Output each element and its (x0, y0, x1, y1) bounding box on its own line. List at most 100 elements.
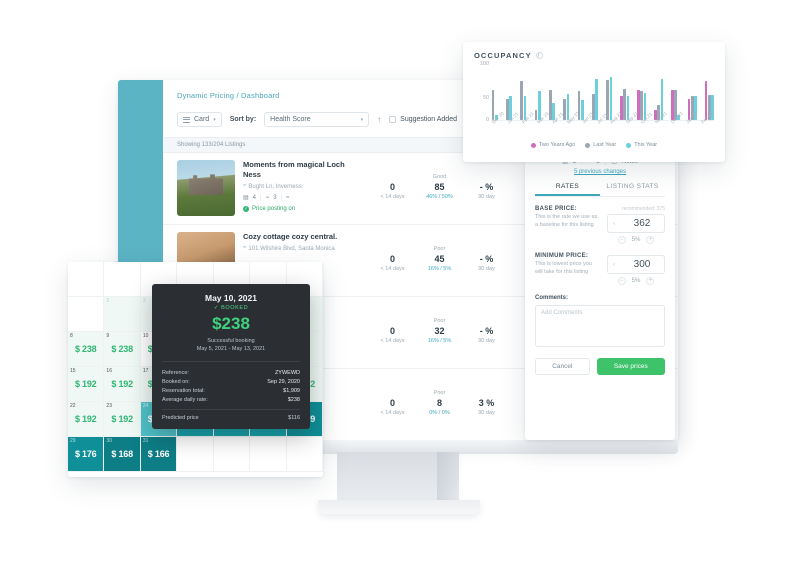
calendar-day-cell[interactable]: 23 $ 192 (104, 402, 141, 437)
hitmin-value: - % (479, 254, 494, 264)
chevron-down-icon: ▾ (213, 116, 216, 123)
calendar-day-cell[interactable]: 30 $ 168 (104, 437, 141, 472)
bookings-sub: < 14 days (380, 338, 405, 344)
calendar-day-cell[interactable] (68, 262, 105, 297)
listing-thumbnail[interactable] (177, 160, 235, 216)
cancel-button[interactable]: Cancel (535, 358, 590, 375)
chart-bar (708, 94, 711, 120)
calendar-day-cell[interactable]: 29 $ 176 (68, 437, 105, 472)
chart-bar-group (520, 65, 527, 120)
base-price-input[interactable]: ‹ 362 (607, 214, 665, 233)
minus-icon[interactable]: − (617, 236, 626, 244)
minimum-price-input[interactable]: ‹ 300 (607, 255, 665, 274)
calendar-day-cell[interactable]: 9 $ 238 (104, 332, 141, 367)
chart-bar (694, 96, 697, 120)
tab-rates[interactable]: RATES (535, 183, 600, 196)
base-price-recommendation: recommended: 375 (621, 206, 665, 212)
check-circle-icon: ✓ (243, 206, 249, 213)
view-mode-select[interactable]: Card ▾ (177, 112, 222, 127)
comments-label: Comments: (535, 295, 569, 301)
save-prices-button[interactable]: Save prices (596, 358, 665, 375)
hitmin-sub: 90 day (478, 194, 495, 200)
calendar-day-price: $ 192 (111, 379, 133, 389)
calendar-day-cell[interactable]: 31 $ 166 (140, 437, 178, 472)
tooltip-details: Reference: ZYWEWD Booked on: Sep 29, 2020 Re… (162, 361, 300, 404)
previous-changes-link[interactable]: 5 previous changes (573, 169, 627, 175)
bookings-value: 0 (389, 326, 395, 336)
plus-icon[interactable]: + (646, 277, 655, 285)
calendar-day-cell[interactable]: 16 $ 192 (104, 367, 141, 402)
chevron-left-icon[interactable]: ‹ (613, 220, 615, 227)
sort-direction-icon[interactable]: ↑ (377, 115, 382, 124)
chart-bar (609, 76, 613, 120)
breadcrumb[interactable]: Dynamic Pricing / Dashboard (177, 91, 280, 100)
calendar-day-number: 31 (142, 438, 149, 444)
sort-by-label: Sort by: (229, 116, 257, 123)
stat-bookings: 0 < 14 days (378, 390, 408, 416)
bookings-value: 0 (389, 398, 395, 408)
listing-title[interactable]: Cozy cottage cozy central. (243, 232, 338, 241)
calendar-day-cell[interactable] (213, 437, 251, 472)
chart-bar (640, 91, 643, 120)
health-sub: 46% / 50% (426, 194, 453, 200)
calendar-day-cell[interactable] (286, 437, 323, 472)
plus-icon[interactable]: + (646, 236, 655, 244)
tab-listing-stats[interactable]: LISTING STATS (606, 183, 659, 190)
legend-label: Two Years Ago (538, 142, 576, 148)
chart-bar (592, 93, 595, 120)
health-sub: 16% / 5% (427, 266, 452, 272)
chart-bar-group (620, 65, 630, 120)
calendar-day-price: $ 166 (147, 449, 170, 459)
bed-icon: ▤ (562, 159, 568, 165)
chart-bar (549, 89, 552, 120)
tooltip-detail-value: $238 (287, 396, 300, 403)
chart-title-row: OCCUPANCY i (474, 51, 714, 60)
chart-bar-group (704, 65, 714, 120)
tooltip-detail-row: Reservation total: $1,909 (162, 386, 300, 395)
calendar-day-cell[interactable]: 2 (104, 297, 141, 332)
tooltip-date: May 10, 2021 (205, 293, 257, 303)
chart-bar (623, 88, 626, 120)
calendar-day-cell[interactable]: 15 $ 192 (68, 367, 105, 402)
base-price-text: BASE PRICE: This is the rate we use as a… (535, 206, 601, 244)
hitmin-value: - % (479, 182, 494, 192)
suggestion-added-checkbox[interactable]: Suggestion Added (389, 116, 457, 123)
y-axis: 100 50 0 (474, 61, 490, 135)
chart-bar-group (491, 65, 498, 120)
base-price-description: This is the rate we use as a baseline fo… (535, 214, 598, 228)
info-icon[interactable]: i (535, 52, 543, 59)
minimum-price-pct: 5% (631, 278, 641, 284)
calendar-day-cell[interactable] (104, 262, 141, 297)
minus-icon[interactable]: − (617, 277, 626, 285)
legend-item[interactable]: Two Years Ago (530, 142, 576, 148)
base-price-section: BASE PRICE: This is the rate we use as a… (535, 206, 665, 244)
tooltip-detail-value: $1,909 (283, 387, 300, 394)
comments-input[interactable]: Add Comments (535, 305, 665, 347)
calendar-day-number: 10 (142, 333, 149, 339)
predicted-price-label: Predicted price (162, 415, 199, 421)
tooltip-detail-row: Average daily rate: $238 (162, 395, 300, 404)
calendar-day-cell[interactable] (250, 437, 287, 472)
notes-icon[interactable]: ▢ (611, 159, 618, 165)
legend-item[interactable]: This Year (626, 142, 657, 148)
minimum-price-section: MINIMUM PRICE: This is lowest price you … (535, 253, 665, 285)
chart-bar-group (534, 65, 541, 120)
stat-health: Poor 32 16% / 5% (425, 318, 455, 344)
calendar-day-cell[interactable] (177, 437, 214, 472)
chart-bars (491, 65, 714, 121)
chart-bar (520, 80, 523, 120)
calendar-day-cell[interactable]: 8 $ 238 (68, 332, 105, 367)
sort-by-select[interactable]: Health Score ▾ (264, 112, 370, 127)
listing-title[interactable]: Moments from magical Loch Ness (243, 160, 345, 180)
chart-bar (581, 99, 584, 120)
tooltip-note: Successful booking (207, 338, 255, 344)
calendar-day-cell[interactable]: 22 $ 192 (68, 402, 105, 437)
legend-label: This Year (634, 142, 658, 148)
calendar-day-number: 30 (106, 438, 112, 444)
grid-icon (183, 116, 190, 123)
chart-bar-group (548, 65, 555, 120)
chevron-left-icon[interactable]: ‹ (613, 261, 615, 268)
calendar-day-cell[interactable] (68, 297, 105, 332)
detail-tabs: RATES LISTING STATS (535, 183, 665, 197)
legend-item[interactable]: Last Year (585, 142, 616, 148)
